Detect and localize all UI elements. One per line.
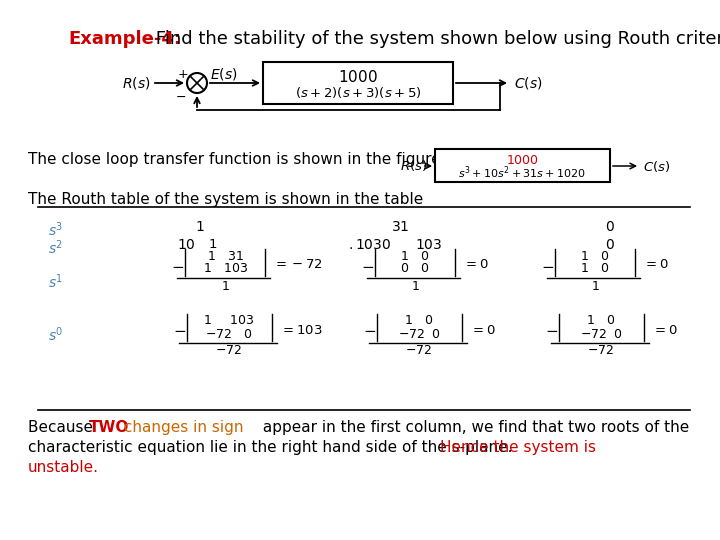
Text: $1000$: $1000$ <box>338 69 378 85</box>
Text: $-$: $-$ <box>171 258 184 273</box>
Text: $0$: $0$ <box>605 220 615 234</box>
Text: $1\quad 103$: $1\quad 103$ <box>202 262 248 275</box>
Text: $= 0$: $= 0$ <box>470 323 496 336</box>
Text: The Routh table of the system is shown in the table: The Routh table of the system is shown i… <box>28 192 423 207</box>
Text: $1$: $1$ <box>220 280 230 293</box>
Text: $-72$: $-72$ <box>405 345 433 357</box>
Text: changes in sign: changes in sign <box>119 420 243 435</box>
Text: $-72\quad 0$: $-72\quad 0$ <box>205 327 253 341</box>
Text: $1\quad 0$: $1\quad 0$ <box>405 314 433 327</box>
Text: $1\quad\;\;103$: $1\quad\;\;103$ <box>203 314 255 327</box>
Text: $E(s)$: $E(s)$ <box>210 66 238 82</box>
Text: $= 0$: $= 0$ <box>643 259 669 272</box>
Text: $C(s)$: $C(s)$ <box>514 75 542 91</box>
Text: $0$: $0$ <box>605 238 615 252</box>
Text: $-$: $-$ <box>176 90 186 103</box>
Text: $1\quad 0$: $1\quad 0$ <box>400 249 430 262</box>
Text: $-72$: $-72$ <box>588 345 615 357</box>
Text: $-72\;\;0$: $-72\;\;0$ <box>580 327 622 341</box>
Text: $(s+2)(s+3)(s+5)$: $(s+2)(s+3)(s+5)$ <box>294 85 421 100</box>
Text: $R(s)$: $R(s)$ <box>122 75 150 91</box>
FancyBboxPatch shape <box>263 62 453 104</box>
FancyBboxPatch shape <box>435 149 610 182</box>
Text: $-72$: $-72$ <box>215 345 243 357</box>
Text: $-$: $-$ <box>541 258 554 273</box>
Text: $= 0$: $= 0$ <box>463 259 489 272</box>
Text: $31$: $31$ <box>391 220 409 234</box>
Text: $-$: $-$ <box>174 322 186 338</box>
Text: $s^0$: $s^0$ <box>48 325 63 343</box>
Text: $.1030$: $.1030$ <box>348 238 392 252</box>
Text: $10$: $10$ <box>176 238 195 252</box>
Text: $R(s)$: $R(s)$ <box>400 158 427 173</box>
Text: $1000$: $1000$ <box>505 153 539 166</box>
Text: $-$: $-$ <box>546 322 559 338</box>
Text: Hence the system is: Hence the system is <box>440 440 596 455</box>
Text: $-$: $-$ <box>361 258 374 273</box>
Text: TWO: TWO <box>89 420 130 435</box>
Text: $= 0$: $= 0$ <box>652 323 678 336</box>
Text: $s^3$: $s^3$ <box>48 220 63 239</box>
Text: $C(s)$: $C(s)$ <box>643 159 670 173</box>
Text: +: + <box>178 68 189 80</box>
Text: $0\quad 0$: $0\quad 0$ <box>400 262 430 275</box>
Text: Because: Because <box>28 420 98 435</box>
Text: $= -72$: $= -72$ <box>273 259 323 272</box>
Text: unstable.: unstable. <box>28 460 99 475</box>
Text: $1\quad 31$: $1\quad 31$ <box>207 249 243 262</box>
Text: $1\quad 0$: $1\quad 0$ <box>580 249 610 262</box>
Text: $s^1$: $s^1$ <box>48 272 63 291</box>
Text: $1\quad 0$: $1\quad 0$ <box>580 262 610 275</box>
Text: $-72\;\;0$: $-72\;\;0$ <box>398 327 440 341</box>
Text: The close loop transfer function is shown in the figure: The close loop transfer function is show… <box>28 152 441 167</box>
Text: $s^2$: $s^2$ <box>48 238 63 256</box>
Text: $1$: $1$ <box>410 280 419 293</box>
Text: $103$: $103$ <box>415 238 442 252</box>
Text: $= 103$: $= 103$ <box>280 323 323 336</box>
Text: Example-4:: Example-4: <box>68 30 181 48</box>
Text: appear in the first column, we find that two roots of the: appear in the first column, we find that… <box>258 420 689 435</box>
Text: Find the stability of the system shown below using Routh criterion.: Find the stability of the system shown b… <box>150 30 720 48</box>
Text: $1\quad 0$: $1\quad 0$ <box>586 314 616 327</box>
Text: $1$: $1$ <box>590 280 599 293</box>
Text: $-$: $-$ <box>364 322 377 338</box>
Text: $1$: $1$ <box>195 220 204 234</box>
Text: characteristic equation lie in the right hand side of the s-plane.: characteristic equation lie in the right… <box>28 440 518 455</box>
Text: $1$: $1$ <box>208 238 217 251</box>
Text: $s^3+10s^2+31s+1020$: $s^3+10s^2+31s+1020$ <box>458 165 586 181</box>
